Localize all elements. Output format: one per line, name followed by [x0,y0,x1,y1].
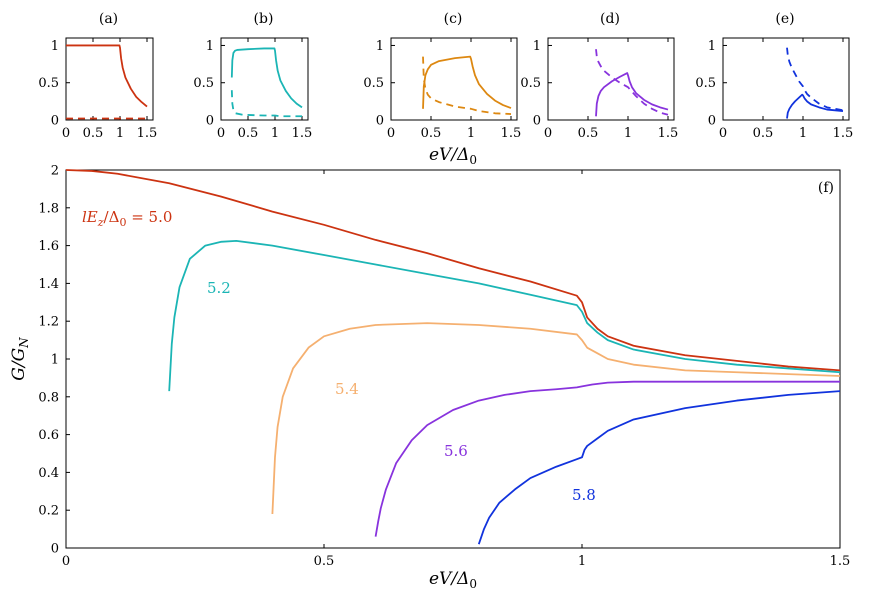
x-tick-label: 0.5 [314,554,335,569]
y-tick-label: 1 [708,39,716,54]
series-line-d-2 [595,49,669,116]
series-label-5: 5.8 [572,486,596,504]
x-tick-label: 0 [62,126,70,141]
y-tick-label: 0.5 [363,76,384,91]
panel-label-b: (b) [254,11,274,27]
panel-label-d: (d) [600,11,620,27]
series-label-2: 5.2 [207,279,231,297]
x-tick-label: 0 [217,126,225,141]
series-line-c-2 [422,56,512,115]
axes-frame-e [722,37,850,121]
panel-label-c: (c) [444,11,463,27]
y-tick-label: 0.5 [193,76,214,91]
x-axis-label: eV/Δ0 [429,569,477,591]
y-tick-label: 1 [376,39,384,54]
x-tick-label: 0.5 [578,126,599,141]
series-line-f-5 [477,390,841,545]
x-tick-label: 0 [62,554,70,569]
panel-f: 0 0.5 1 1.5 0 0.2 0.4 0.6 0.8 1 1.2 1.4 1.6 1.8 2 (f) eV… [9,145,850,591]
panel-e: 0 0.5 1 1.5 0 0.5 1 (e) [695,11,853,141]
y-tick-label: 0 [51,542,59,557]
series-label-4: 5.6 [444,442,468,460]
panel-label-a: (a) [99,11,118,27]
series-line-f-2 [168,239,841,392]
x-tick-label: 1 [799,126,807,141]
y-tick-label: 1 [206,39,214,54]
top-x-axis-label: eV/Δ0 [429,145,477,167]
y-tick-label: 1 [51,353,59,368]
x-tick-label: 0.5 [421,126,442,141]
y-tick-label: 0 [206,114,214,129]
y-tick-label: 0 [376,114,384,129]
series-line-f-4 [374,380,840,537]
x-tick-label: 0.5 [83,126,104,141]
y-tick-label: 1.2 [38,315,59,330]
x-tick-label: 1 [467,126,475,141]
series-line-c-1 [422,55,512,109]
x-tick-label: 0.5 [238,126,259,141]
axes-frame-d [547,37,675,121]
x-tick-label: 0 [387,126,395,141]
series-line-f-3 [271,322,841,515]
y-tick-label: 0.5 [520,76,541,91]
y-tick-label: 0.5 [695,76,716,91]
y-tick-label: 0.2 [38,504,59,519]
panel-c: 0 0.5 1 1.5 0 0.5 1 (c) [363,11,521,141]
y-tick-label: 2 [51,164,59,179]
panel-a: 0 0.5 1 1.5 0 0.5 1 (a) [38,11,157,141]
series-line-f-1 [65,169,841,372]
y-tick-label: 1.4 [38,277,59,292]
x-tick-label: 1.5 [658,126,679,141]
y-tick-label: 0 [51,114,59,129]
y-tick-label: 1 [533,39,541,54]
x-tick-label: 0.5 [753,126,774,141]
panel-label-e: (e) [775,11,794,27]
series-line-b-1 [230,47,303,109]
series-label-1: lEz/Δ0 = 5.0 [82,208,172,229]
x-tick-label: 0 [719,126,727,141]
series-line-e-1 [786,93,844,119]
y-tick-label: 0.5 [38,76,59,91]
y-tick-label: 0.4 [38,466,59,481]
panel-label-f: (f) [818,180,834,196]
x-tick-label: 1 [271,126,279,141]
y-axis-label: G/GN [9,337,31,381]
y-tick-label: 1.8 [38,201,59,216]
x-tick-label: 1.5 [833,126,854,141]
series-line-d-1 [595,72,669,117]
y-tick-label: 0 [708,114,716,129]
axes-frame-b [220,37,309,121]
series-line-a-1 [66,44,148,108]
y-tick-label: 0 [533,114,541,129]
panel-d: 0 0.5 1 1.5 0 0.5 1 (d) [520,11,678,141]
x-tick-label: 1.5 [137,126,158,141]
axes-frame-a [65,37,154,121]
x-tick-label: 1 [116,126,124,141]
x-tick-label: 1.5 [501,126,522,141]
x-tick-label: 1 [624,126,632,141]
x-tick-label: 1.5 [292,126,313,141]
x-tick-label: 1 [578,554,586,569]
x-tick-label: 1.5 [830,554,851,569]
y-tick-label: 1.6 [38,239,59,254]
panel-b: 0 0.5 1 1.5 0 0.5 1 (b) [193,11,312,141]
y-tick-label: 1 [51,39,59,54]
y-tick-label: 0.6 [38,428,59,443]
series-line-b-2 [230,90,302,118]
series-label-3: 5.4 [335,380,359,398]
x-tick-label: 0 [544,126,552,141]
series-line-e-2 [786,47,844,112]
axes-frame-c [390,37,518,121]
y-tick-label: 0.8 [38,390,59,405]
